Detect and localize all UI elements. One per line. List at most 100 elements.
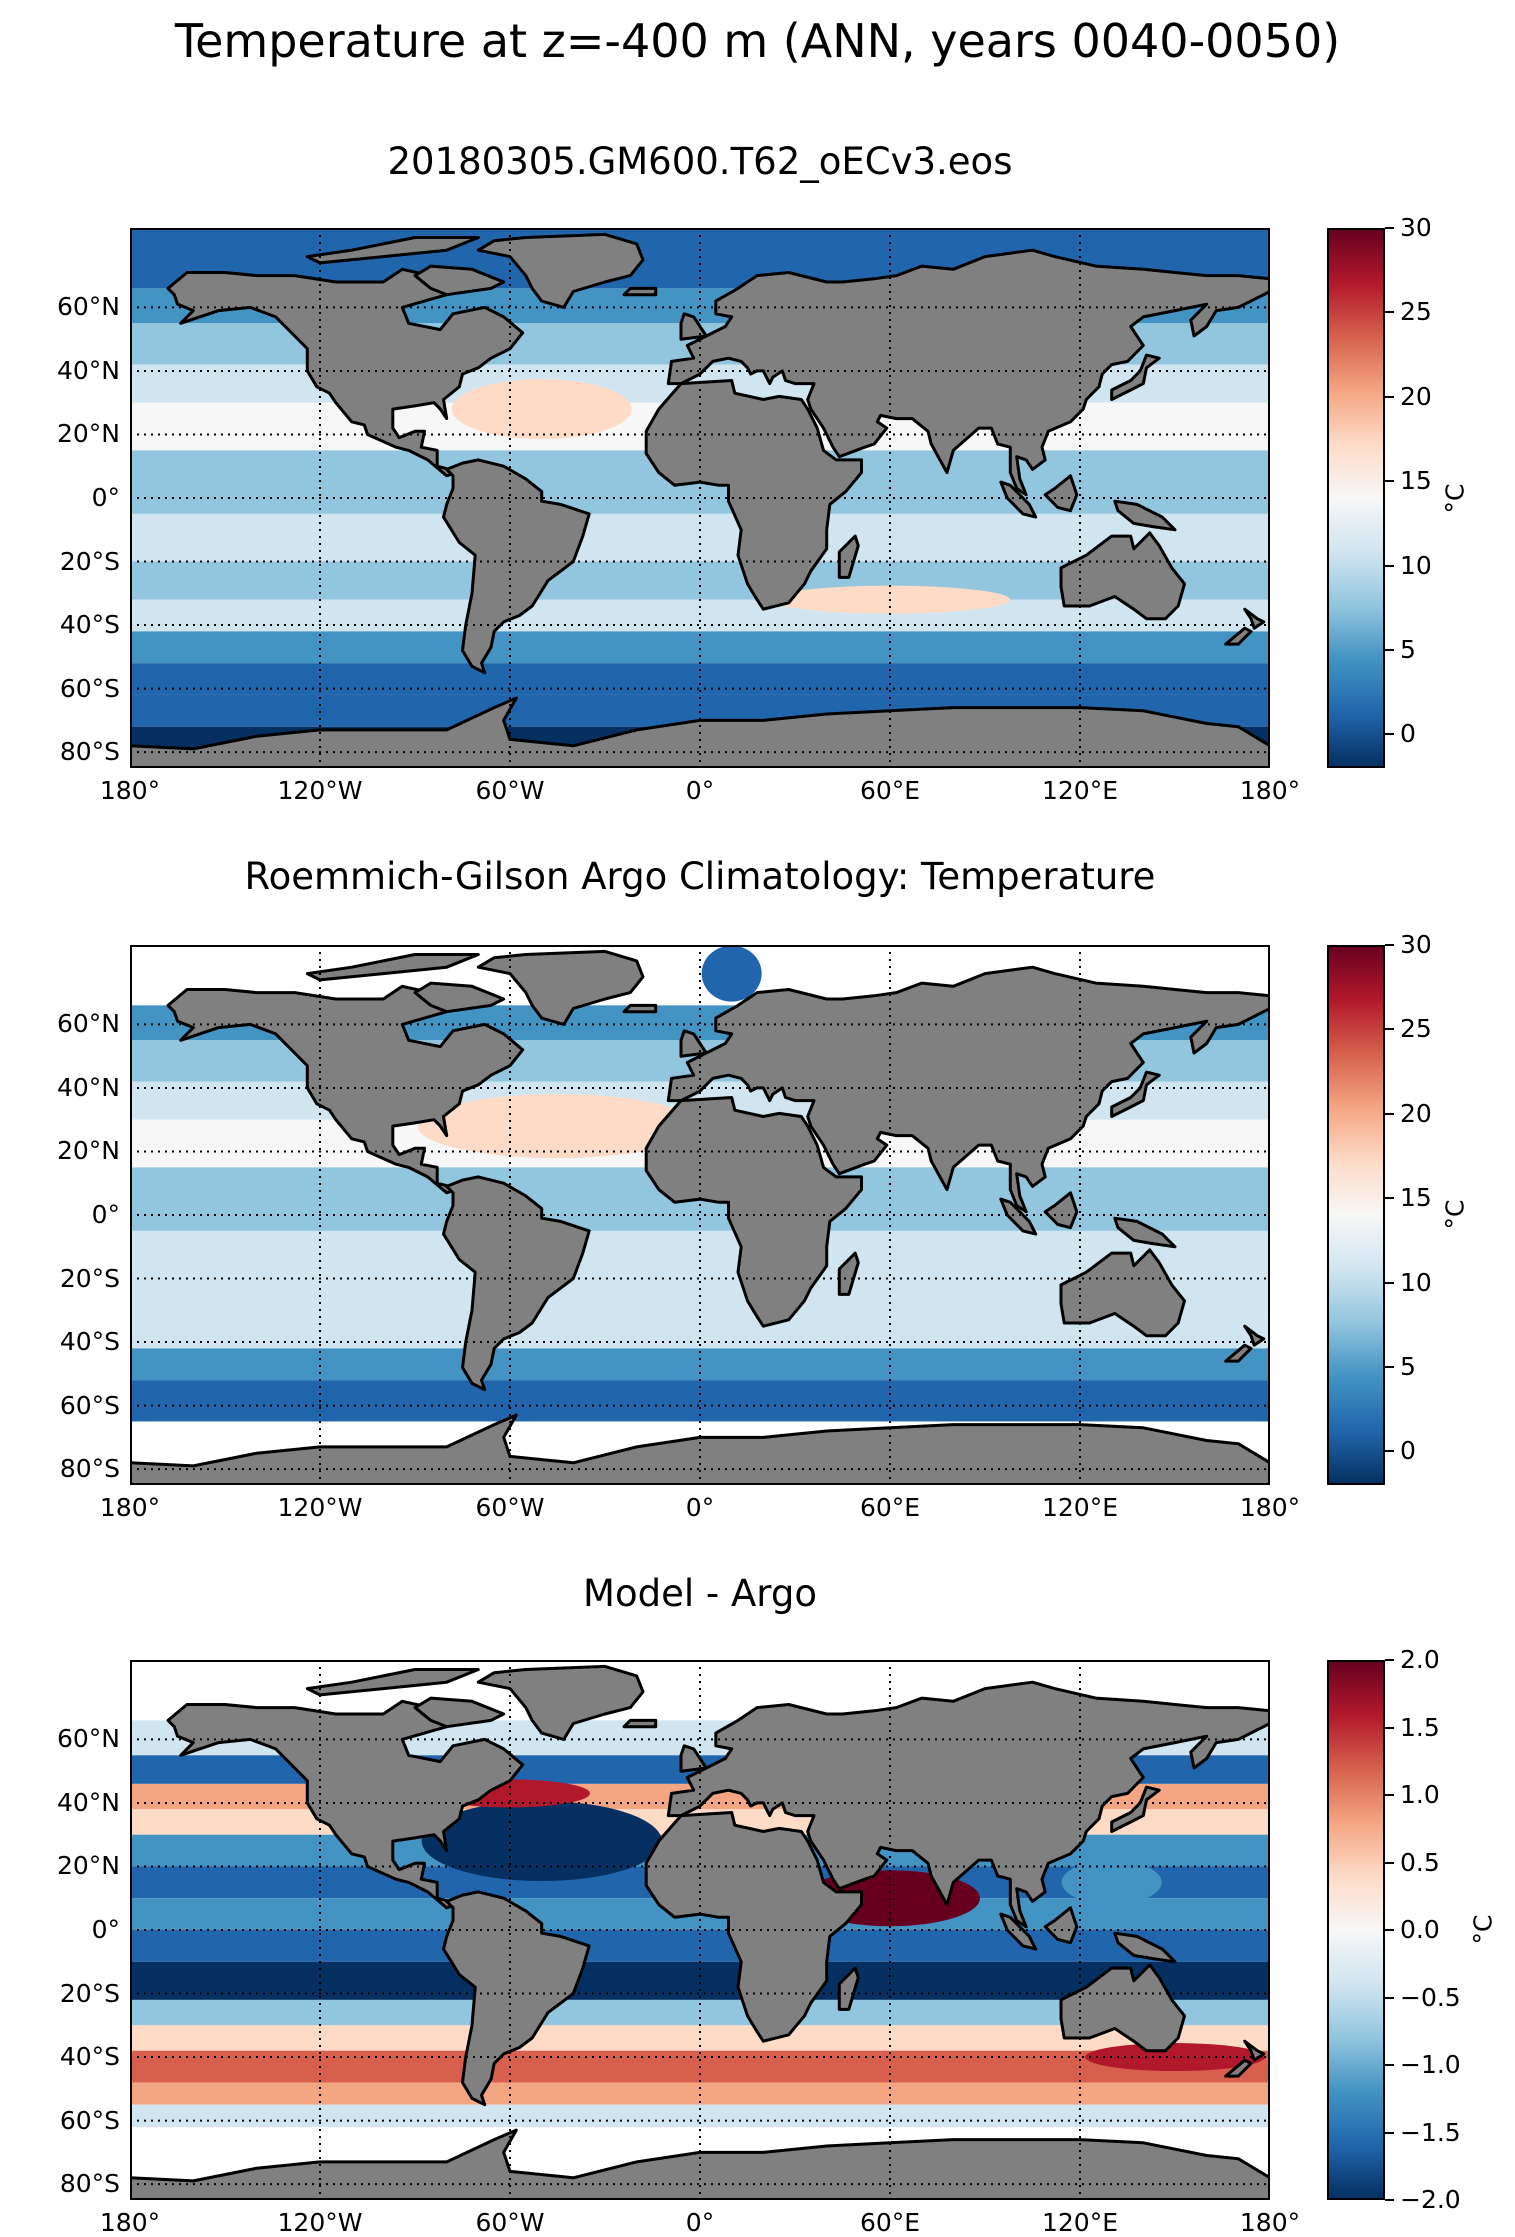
colorbar-tick-label: 1.0: [1400, 1780, 1440, 1809]
lon-tick-label: 60°W: [475, 1493, 545, 1522]
lat-tick-label: 60°S: [59, 673, 120, 703]
land-new-guinea: [1113, 1931, 1177, 1964]
colorbar-2: [1327, 945, 1385, 1485]
lat-tick-label: 80°S: [59, 2169, 120, 2199]
nordic-seas-patch: [701, 945, 762, 1002]
colorbar-tick-mark: [1385, 1794, 1394, 1796]
panel-3-title: Model - Argo: [583, 1572, 817, 1615]
lat-tick-label: 80°S: [59, 737, 120, 767]
colorbar-tick-label: 2.0: [1400, 1645, 1440, 1674]
colorbar-tick-label: 1.5: [1400, 1712, 1440, 1742]
colorbar-tick-mark: [1385, 1112, 1394, 1115]
land-africa: [644, 379, 863, 611]
lat-tick-label: 40°N: [56, 1787, 120, 1817]
land-south-america: [442, 1175, 591, 1392]
lon-tick-label: 180°: [99, 1493, 161, 1522]
colorbar-tick-mark: [1385, 2131, 1394, 2134]
lon-tick-label: 180°: [1239, 2208, 1301, 2237]
subtropical-warm-patch: [417, 1094, 698, 1159]
colorbar-tick-mark: [1385, 1365, 1394, 1368]
map-panel-2: [130, 945, 1270, 1485]
colorbar-3: [1327, 1660, 1385, 2200]
land-sumatra: [999, 1197, 1038, 1236]
land-australia: [1059, 1248, 1186, 1338]
lon-tick-label: 120°E: [1041, 1493, 1118, 1522]
land-nz-south: [1224, 2058, 1253, 2078]
colorbar-tick-label: 15: [1400, 1183, 1432, 1213]
colorbar-tick-label: 0.5: [1400, 1847, 1440, 1877]
colorbar-tick-label: 5: [1400, 634, 1416, 664]
lat-tick-label: 20°S: [59, 1978, 120, 2008]
map-panel-3: [130, 1660, 1270, 2200]
colorbar-tick-label: 25: [1400, 1014, 1432, 1044]
colorbar-1: [1327, 228, 1385, 768]
colorbar-tick-mark: [1385, 1659, 1394, 1661]
colorbar-tick-label: 20: [1400, 1098, 1432, 1128]
land-sumatra: [999, 480, 1038, 519]
panel-2-title: Roemmich-Gilson Argo Climatology: Temper…: [244, 855, 1156, 898]
colorbar-tick-mark: [1385, 1197, 1394, 1200]
ocean-band: [130, 1930, 1270, 1962]
lon-tick-label: 120°W: [277, 2208, 363, 2237]
land-sumatra: [999, 1912, 1038, 1951]
map-frame: [130, 228, 1270, 768]
land-borneo: [1043, 1191, 1079, 1230]
colorbar-tick-label: −1.0: [1400, 2050, 1461, 2079]
map-panel-1: [130, 228, 1270, 768]
colorbar-tick-mark: [1385, 1929, 1394, 1931]
colorbar-tick-label: 30: [1400, 213, 1432, 242]
colorbar-tick-label: 20: [1400, 381, 1432, 411]
colorbar-tick-label: 30: [1400, 930, 1432, 959]
lon-tick-label: 0°: [685, 776, 715, 805]
land-australia: [1059, 1963, 1186, 2053]
map-frame: [130, 945, 1270, 1485]
lon-tick-label: 180°: [1239, 776, 1301, 805]
land-iceland: [622, 286, 658, 297]
land-japan: [1110, 1070, 1161, 1118]
lon-tick-label: 120°E: [1041, 776, 1118, 805]
land-baffin: [413, 1696, 506, 1729]
land-madagascar: [837, 534, 860, 579]
land-arctic-islands: [305, 236, 480, 265]
panel-1-title: 20180305.GM600.T62_oECv3.eos: [387, 140, 1013, 183]
colorbar-tick-mark: [1385, 648, 1394, 651]
ocean-band: [130, 2082, 1270, 2105]
lon-tick-label: 180°: [1239, 1493, 1301, 1522]
colorbar-tick-label: 10: [1400, 1267, 1432, 1297]
colorbar-tick-label: 25: [1400, 297, 1432, 327]
land-north-america: [166, 267, 525, 478]
land-madagascar: [837, 1966, 860, 2011]
colorbar-tick-label: −0.5: [1400, 1982, 1461, 2012]
ocean-band: [130, 663, 1270, 695]
western-pacific-cold-bias: [1061, 1860, 1162, 1905]
land-new-guinea: [1113, 1216, 1177, 1249]
land-baffin: [413, 264, 506, 297]
colorbar-tick-mark: [1385, 1996, 1394, 1999]
lon-tick-label: 60°E: [859, 776, 921, 805]
atlantic-cold-bias: [421, 1801, 662, 1882]
colorbar-tick-label: 15: [1400, 466, 1432, 496]
lon-tick-label: 120°E: [1041, 2208, 1118, 2237]
lat-tick-label: 40°S: [59, 610, 120, 640]
land-japan: [1110, 353, 1161, 401]
lat-tick-label: 40°N: [56, 355, 120, 385]
ocean-band: [130, 599, 1270, 632]
lat-tick-label: 40°S: [59, 1327, 120, 1357]
land-nz-south: [1224, 1343, 1253, 1363]
map-frame: [130, 1660, 1270, 2200]
land-north-america: [166, 984, 525, 1195]
land-borneo: [1043, 1906, 1079, 1945]
colorbar-3-label: °C: [1468, 1914, 1498, 1945]
colorbar-tick-mark: [1385, 480, 1394, 483]
colorbar-tick-label: 5: [1400, 1351, 1416, 1381]
lat-tick-label: 60°N: [56, 292, 120, 322]
colorbar-tick-mark: [1385, 1861, 1394, 1864]
colorbar-tick-mark: [1385, 2064, 1394, 2066]
lon-tick-label: 60°W: [475, 776, 545, 805]
land-australia: [1059, 531, 1186, 621]
colorbar-tick-mark: [1385, 395, 1394, 398]
lon-tick-label: 60°E: [859, 1493, 921, 1522]
colorbar-gradient: [1327, 228, 1385, 768]
ocean-band: [130, 1316, 1270, 1349]
land-uk: [679, 1744, 708, 1773]
